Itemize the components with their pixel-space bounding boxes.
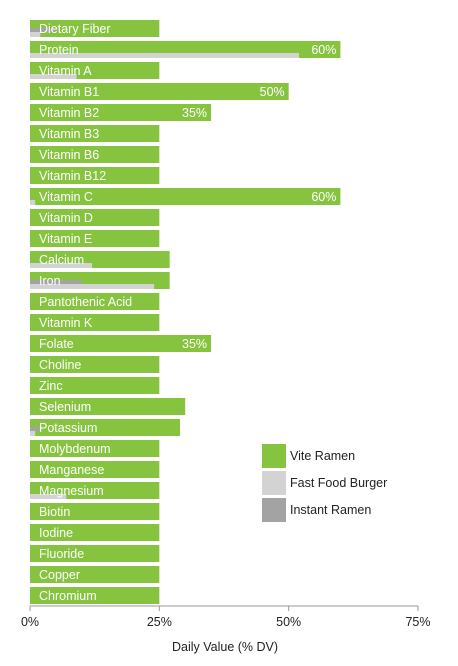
category-label-potassium: Potassium (39, 421, 97, 435)
bar-vite-ramen-zinc (30, 377, 160, 394)
bar-vite-ramen-vitamin-b2 (30, 104, 212, 121)
bar-instant-ramen-potassium (30, 427, 41, 431)
category-label-molybdenum: Molybdenum (39, 442, 111, 456)
category-label-magnesium: Magnesium (39, 484, 104, 498)
bar-vite-ramen-manganese (30, 461, 160, 478)
data-label-vitamin-b2: 35% (182, 106, 207, 120)
bar-vite-ramen-vitamin-c (30, 188, 341, 205)
bar-fast-food-burger-calcium (30, 263, 93, 268)
bar-fast-food-burger-dietary-fiber (30, 32, 41, 37)
x-tick-label: 25% (147, 615, 172, 629)
category-label-dietary-fiber: Dietary Fiber (39, 22, 111, 36)
category-label-chromium: Chromium (39, 589, 97, 603)
data-label-folate: 35% (182, 337, 207, 351)
x-tick-label: 75% (405, 615, 430, 629)
legend-label-fast-food-burger: Fast Food Burger (290, 476, 387, 490)
bar-vite-ramen-vitamin-b1 (30, 83, 289, 100)
bar-fast-food-burger-vitamin-a (30, 74, 77, 79)
legend: Vite Ramen Fast Food Burger Instant Ramen (262, 444, 387, 522)
data-label-protein: 60% (311, 43, 336, 57)
bar-fast-food-burger-iron (30, 284, 155, 289)
x-axis-title: Daily Value (% DV) (172, 640, 278, 654)
bar-vite-ramen-vitamin-e (30, 230, 160, 247)
bar-vite-ramen-folate (30, 335, 212, 352)
bar-vite-ramen-vitamin-d (30, 209, 160, 226)
category-label-calcium: Calcium (39, 253, 84, 267)
category-label-folate: Folate (39, 337, 74, 351)
category-label-pantothenic-acid: Pantothenic Acid (39, 295, 132, 309)
bar-fast-food-burger-vitamin-c (30, 200, 36, 205)
category-label-vitamin-c: Vitamin C (39, 190, 93, 204)
category-label-vitamin-b12: Vitamin B12 (39, 169, 106, 183)
category-label-vitamin-a: Vitamin A (39, 64, 92, 78)
category-label-vitamin-d: Vitamin D (39, 211, 93, 225)
category-labels-layer: Dietary Fiber Protein Vitamin A Vitamin B1 V… (39, 22, 336, 603)
bar-vite-ramen-molybdenum (30, 440, 160, 457)
bar-vite-ramen-selenium (30, 398, 186, 415)
category-label-vitamin-b6: Vitamin B6 (39, 148, 99, 162)
category-label-zinc: Zinc (39, 379, 63, 393)
legend-swatch-vite-ramen (262, 444, 286, 468)
category-label-iodine: Iodine (39, 526, 73, 540)
category-label-vitamin-b1: Vitamin B1 (39, 85, 99, 99)
bars-layer (30, 20, 341, 604)
x-tick-label: 50% (276, 615, 301, 629)
category-label-choline: Choline (39, 358, 81, 372)
legend-label-vite-ramen: Vite Ramen (290, 449, 355, 463)
bar-vite-ramen-vitamin-b12 (30, 167, 160, 184)
category-label-protein: Protein (39, 43, 79, 57)
legend-swatch-instant-ramen (262, 498, 286, 522)
category-label-selenium: Selenium (39, 400, 91, 414)
category-label-fluoride: Fluoride (39, 547, 84, 561)
category-label-vitamin-b3: Vitamin B3 (39, 127, 99, 141)
bar-fast-food-burger-potassium (30, 431, 36, 436)
bar-instant-ramen-iron (30, 280, 82, 284)
bar-vite-ramen-potassium (30, 419, 181, 436)
bar-fast-food-burger-magnesium (30, 494, 67, 499)
legend-label-instant-ramen: Instant Ramen (290, 503, 371, 517)
legend-swatch-fast-food-burger (262, 471, 286, 495)
bar-vite-ramen-biotin (30, 503, 160, 520)
bar-instant-ramen-dietary-fiber (30, 28, 56, 32)
bar-vite-ramen-pantothenic-acid (30, 293, 160, 310)
bar-vite-ramen-vitamin-k (30, 314, 160, 331)
category-label-vitamin-k: Vitamin K (39, 316, 93, 330)
data-label-vitamin-b1: 50% (260, 85, 285, 99)
data-label-vitamin-c: 60% (311, 190, 336, 204)
category-label-vitamin-e: Vitamin E (39, 232, 92, 246)
category-label-manganese: Manganese (39, 463, 104, 477)
category-label-iron: Iron (39, 274, 61, 288)
bar-vite-ramen-chromium (30, 587, 160, 604)
x-tick-label: 0% (21, 615, 39, 629)
bar-fast-food-burger-protein (30, 53, 300, 58)
category-label-biotin: Biotin (39, 505, 70, 519)
bar-vite-ramen-vitamin-b6 (30, 146, 160, 163)
bar-vite-ramen-fluoride (30, 545, 160, 562)
bar-vite-ramen-vitamin-b3 (30, 125, 160, 142)
x-axis: 0% 25% 50% 75% (21, 605, 431, 629)
bar-vite-ramen-choline (30, 356, 160, 373)
bar-vite-ramen-copper (30, 566, 160, 583)
bar-vite-ramen-dietary-fiber (30, 20, 160, 37)
category-label-vitamin-b2: Vitamin B2 (39, 106, 99, 120)
category-label-copper: Copper (39, 568, 80, 582)
bar-vite-ramen-iodine (30, 524, 160, 541)
